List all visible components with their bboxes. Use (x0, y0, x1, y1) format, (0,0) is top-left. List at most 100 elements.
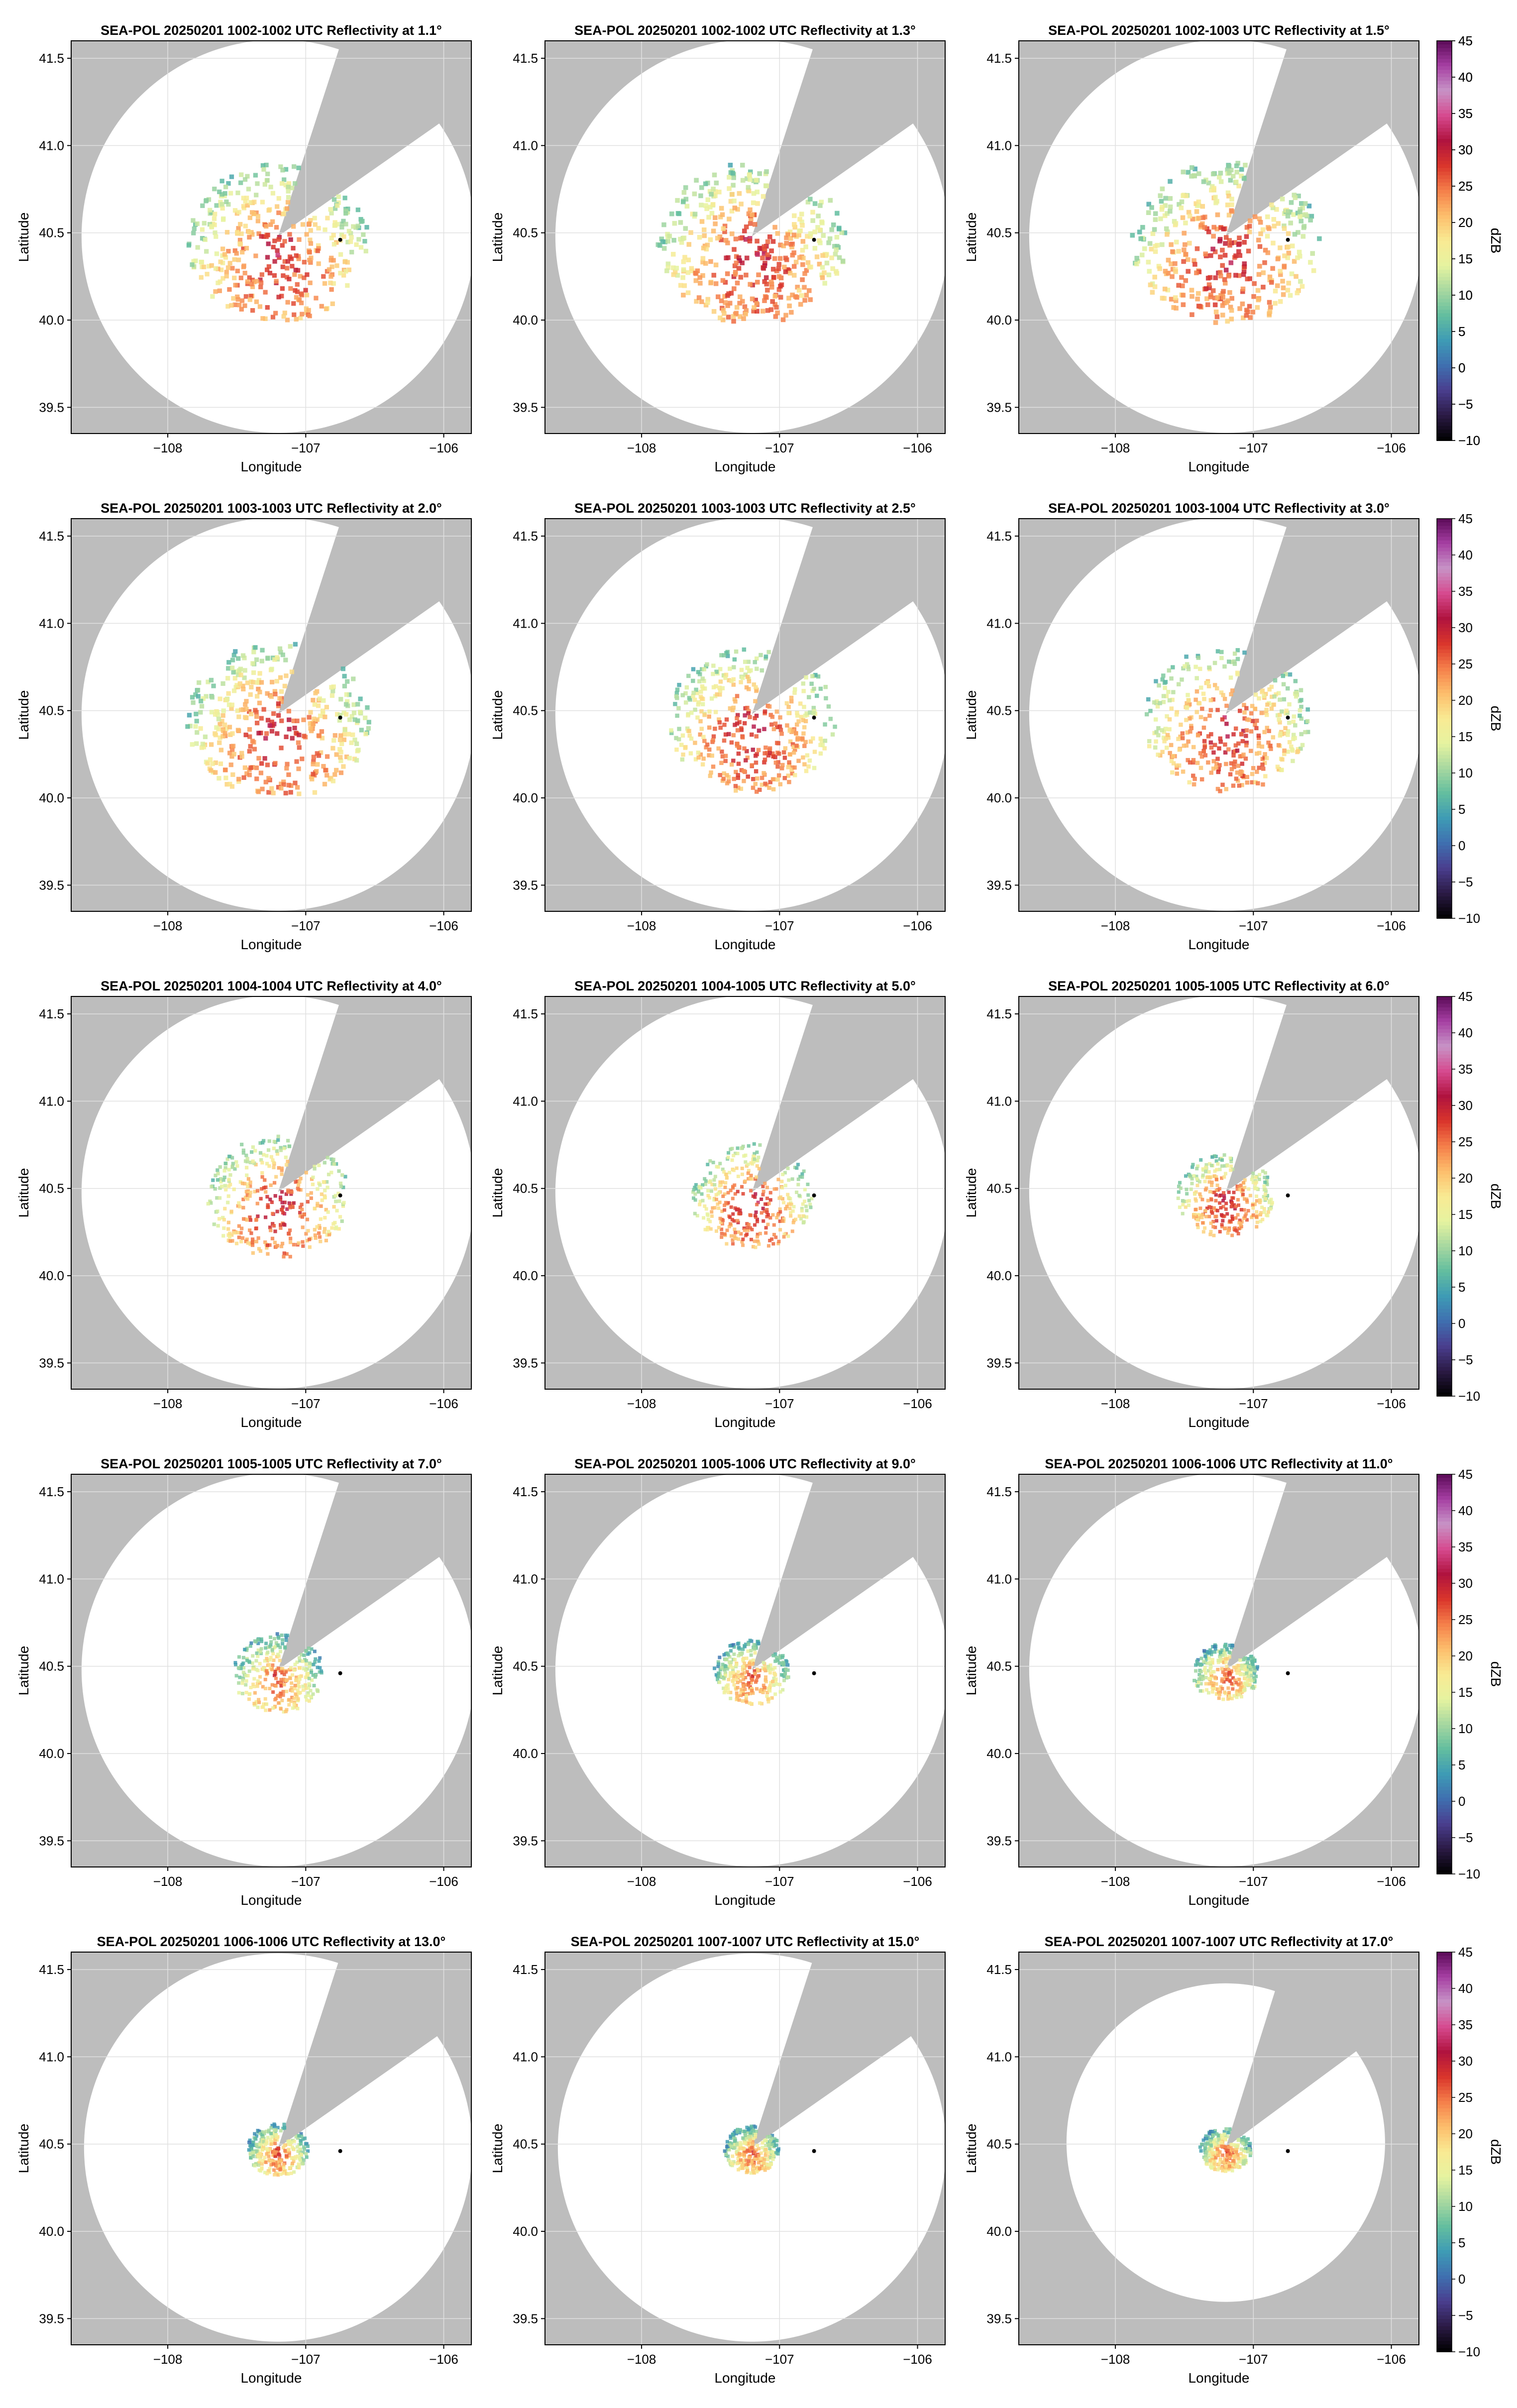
echo-cell (1233, 1228, 1237, 1232)
echo-cell (1198, 666, 1202, 671)
echo-cell (1209, 1229, 1213, 1233)
echo-cell (773, 1666, 777, 1670)
echo-cell (230, 1165, 234, 1169)
echo-cell (301, 1244, 305, 1248)
echo-cell (278, 1658, 282, 1662)
echo-cell (680, 199, 686, 205)
echo-cell (718, 1680, 722, 1684)
echo-cell (217, 288, 222, 293)
reflectivity-echoes (233, 1632, 324, 1714)
echo-cell (699, 696, 704, 701)
echo-cell (260, 163, 265, 168)
echo-cell (1257, 766, 1261, 770)
echo-cell (227, 261, 232, 266)
echo-cell (1300, 213, 1305, 218)
echo-cell (691, 667, 696, 671)
echo-cell (307, 1699, 311, 1703)
echo-cell (718, 1162, 722, 1166)
echo-cell (822, 746, 827, 751)
echo-cell (1296, 193, 1301, 199)
echo-cell (751, 1691, 755, 1695)
echo-cell (810, 674, 815, 678)
echo-cell (248, 1242, 252, 1246)
echo-cell (204, 694, 209, 699)
colorbar-segment (1437, 1036, 1452, 1041)
colorbar-segment (1437, 208, 1452, 212)
echo-cell (1242, 1216, 1246, 1220)
echo-cell (205, 761, 210, 766)
echo-cell (269, 1183, 273, 1187)
echo-cell (718, 315, 723, 321)
echo-cell (1181, 1211, 1185, 1215)
echo-cell (764, 281, 769, 287)
x-tick-label: −107 (291, 1874, 321, 1889)
echo-cell (1220, 1158, 1224, 1162)
echo-cell (722, 653, 726, 657)
echo-cell (223, 1206, 227, 1210)
echo-cell (188, 724, 193, 729)
echo-cell (1294, 690, 1299, 695)
echo-cell (251, 1159, 255, 1163)
colorbar-segment (1437, 1101, 1452, 1106)
echo-cell (257, 1700, 261, 1704)
echo-cell (1299, 746, 1303, 751)
echo-cell (281, 212, 286, 217)
echo-cell (718, 679, 723, 684)
echo-cell (731, 705, 736, 710)
colorbar-segment (1437, 813, 1452, 817)
echo-cell (1244, 743, 1249, 748)
echo-cell (297, 1188, 301, 1192)
echo-cell (264, 224, 269, 229)
echo-cell (247, 235, 252, 240)
colorbar-segment (1437, 99, 1452, 103)
echo-cell (1187, 1204, 1191, 1207)
echo-cell (727, 175, 732, 180)
echo-cell (362, 239, 367, 244)
echo-cell (296, 1707, 300, 1711)
echo-cell (706, 1213, 710, 1217)
echo-cell (680, 275, 685, 280)
echo-cell (727, 1677, 731, 1681)
echo-cell (1181, 193, 1186, 198)
echo-cell (1176, 682, 1181, 686)
echo-cell (1187, 780, 1192, 785)
echo-cell (732, 263, 738, 268)
echo-cell (250, 680, 255, 685)
colorbar-segment (1437, 266, 1452, 270)
echo-cell (218, 259, 223, 264)
echo-cell (1164, 694, 1169, 698)
echo-cell (277, 1636, 281, 1640)
colorbar-segment (1437, 1218, 1452, 1222)
echo-cell (1237, 1203, 1241, 1207)
echo-cell (1290, 747, 1295, 752)
y-tick-label: 40.0 (39, 790, 64, 805)
echo-cell (746, 185, 751, 190)
echo-cell (321, 698, 326, 703)
echo-cell (753, 1669, 757, 1673)
echo-cell (241, 246, 246, 251)
echo-cell (217, 696, 222, 701)
echo-cell (320, 1192, 324, 1196)
echo-cell (219, 719, 224, 724)
colorbar-tick-label: 45 (1458, 989, 1473, 1004)
y-tick-label: 39.5 (513, 877, 538, 892)
echo-cell (290, 264, 295, 269)
echo-cell (220, 713, 225, 718)
echo-cell (240, 1181, 245, 1186)
echo-cell (794, 234, 799, 239)
echo-cell (1286, 250, 1292, 256)
echo-cell (804, 675, 808, 680)
echo-cell (731, 274, 737, 279)
echo-cell (1251, 1203, 1255, 1207)
echo-cell (1221, 1204, 1225, 1208)
echo-cell (1270, 266, 1275, 271)
echo-cell (1185, 706, 1190, 710)
echo-cell (744, 272, 749, 278)
echo-cell (243, 294, 248, 299)
echo-cell (298, 1677, 302, 1681)
reflectivity-echoes (691, 1142, 814, 1249)
echo-cell (1232, 652, 1237, 656)
echo-cell (333, 222, 338, 228)
echo-cell (276, 1138, 280, 1142)
echo-cell (306, 308, 311, 313)
